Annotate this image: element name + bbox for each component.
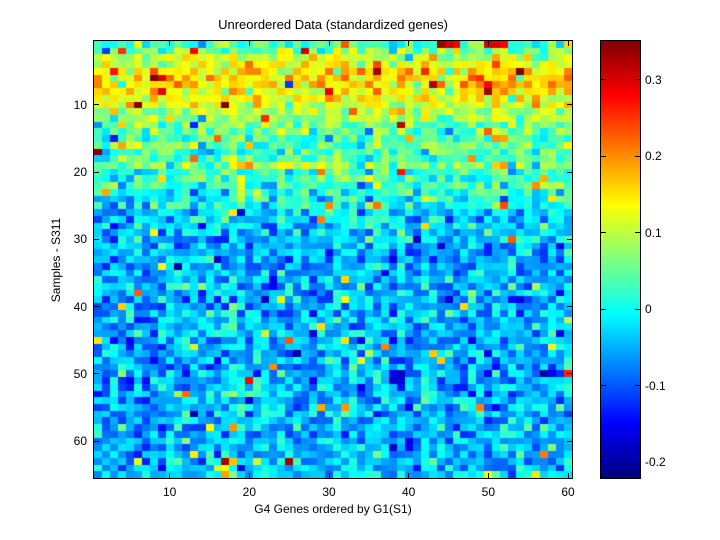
colorbar — [601, 41, 640, 478]
colorbar-tick-mark-right — [635, 232, 640, 234]
colorbar-tick-mark-right — [635, 308, 640, 310]
x-tick-mark — [328, 473, 330, 478]
x-tick-mark-top — [567, 41, 569, 46]
x-tick-mark-top — [328, 41, 330, 46]
colorbar-tick-label: -0.2 — [645, 454, 666, 469]
y-tick-label: 40 — [73, 299, 87, 314]
y-tick-mark-right — [567, 373, 572, 375]
colorbar-tick-mark-right — [635, 461, 640, 463]
x-tick-mark — [487, 473, 489, 478]
y-tick-mark-right — [567, 306, 572, 308]
colorbar-tick-label: 0 — [645, 302, 652, 317]
colorbar-tick-mark — [601, 461, 606, 463]
x-tick-label: 10 — [162, 485, 177, 499]
y-tick-mark — [94, 440, 99, 442]
y-tick-mark — [94, 104, 99, 106]
colorbar-tick-mark-right — [635, 79, 640, 81]
x-tick-mark-top — [487, 41, 489, 46]
x-tick-mark-top — [408, 41, 410, 46]
chart-title: Unreordered Data (standardized genes) — [218, 17, 448, 32]
heatmap-image — [94, 41, 572, 478]
y-tick-mark — [94, 373, 99, 375]
x-tick-label: 50 — [481, 485, 496, 499]
x-tick-mark-top — [248, 41, 250, 46]
colorbar-tick-mark — [601, 385, 606, 387]
colorbar-tick-mark — [601, 79, 606, 81]
x-tick-label: 40 — [401, 485, 416, 499]
y-axis-label: Samples - S311 — [49, 217, 63, 303]
x-tick-label: 20 — [242, 485, 257, 499]
y-tick-label: 60 — [73, 434, 87, 449]
colorbar-tick-label: 0.3 — [645, 72, 662, 87]
colorbar-tick-mark-right — [635, 155, 640, 157]
x-axis-label: G4 Genes ordered by G1(S1) — [254, 502, 412, 516]
colorbar-tick-mark — [601, 155, 606, 157]
colorbar-tick-label: -0.1 — [645, 378, 666, 393]
colorbar-tick-mark — [601, 308, 606, 310]
y-tick-mark-right — [567, 440, 572, 442]
y-tick-mark-right — [567, 171, 572, 173]
x-tick-label: 30 — [322, 485, 336, 499]
x-tick-mark — [408, 473, 410, 478]
y-tick-label: 20 — [73, 165, 87, 180]
y-tick-mark-right — [567, 238, 572, 240]
y-tick-label: 30 — [73, 232, 87, 247]
colorbar-tick-label: 0.1 — [645, 225, 662, 240]
y-tick-mark-right — [567, 104, 572, 106]
x-tick-mark — [248, 473, 250, 478]
y-tick-mark — [94, 238, 99, 240]
x-tick-mark-top — [169, 41, 171, 46]
colorbar-tick-mark — [601, 232, 606, 234]
y-tick-mark — [94, 306, 99, 308]
x-tick-label: 60 — [561, 485, 575, 499]
y-tick-label: 10 — [73, 97, 87, 112]
x-tick-mark — [169, 473, 171, 478]
y-tick-mark — [94, 171, 99, 173]
colorbar-tick-mark-right — [635, 385, 640, 387]
y-tick-label: 50 — [73, 366, 87, 381]
colorbar-tick-label: 0.2 — [645, 149, 662, 164]
x-tick-mark — [567, 473, 569, 478]
